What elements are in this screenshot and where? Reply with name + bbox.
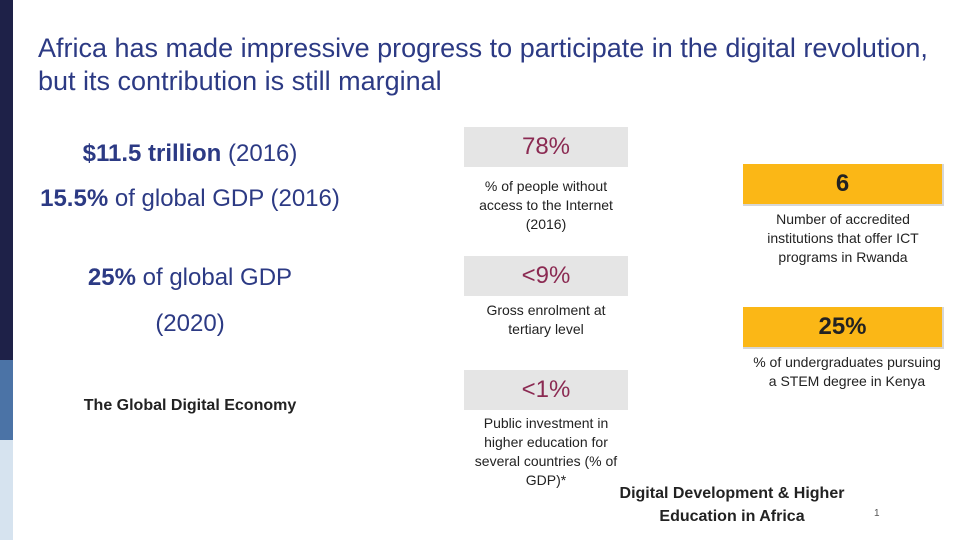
stat-digital-economy-size-value: $11.5 trillion [82,140,222,167]
public-investment-value-box: <1% [464,370,628,410]
tertiary-enrolment-description: Gross enrolment at tertiary level [486,302,606,337]
stat-gdp-share-2016-text: of global GDP (2016) [108,185,340,212]
global-digital-economy-label: The Global Digital Economy [83,397,297,414]
tertiary-enrolment-value-box: <9% [464,256,628,296]
internet-access-value-box: 78% [464,127,628,167]
rwanda-ict-institutions-value-box: 6 [743,164,944,206]
rwanda-ict-institutions-description: Number of accredited institutions that o… [767,211,919,265]
stat-gdp-share-2020-value: 25% [87,264,136,291]
stat-gdp-share-2020-year: (2020) [40,308,340,340]
stat-gdp-share-2020-year-text: (2020) [155,310,225,337]
internet-access-description: % of people without access to the Intern… [479,178,613,232]
stat-digital-economy-size: $11.5 trillion (2016) [40,138,340,170]
slide-title: Africa has made impressive progress to p… [38,33,928,96]
stat-gdp-share-2020: 25% of global GDP [40,262,340,294]
stat-gdp-share-2016-value: 15.5% [40,185,109,212]
left-accent-bar-light-segment [0,440,13,540]
page-number: 1 [874,508,880,519]
left-accent-bar-dark-segment [0,0,13,360]
stat-gdp-share-2020-text: of global GDP [135,264,293,291]
stat-gdp-share-2016: 15.5% of global GDP (2016) [40,183,340,215]
kenya-stem-description: % of undergraduates pursuing a STEM degr… [753,354,941,389]
slide-footer: Digital Development & Higher Education i… [619,485,845,525]
kenya-stem-value-box: 25% [743,307,944,349]
left-accent-bar [0,0,13,540]
public-investment-description: Public investment in higher education fo… [474,415,618,488]
stat-digital-economy-size-year: (2016) [221,140,298,167]
left-accent-bar-mid-segment [0,360,13,440]
